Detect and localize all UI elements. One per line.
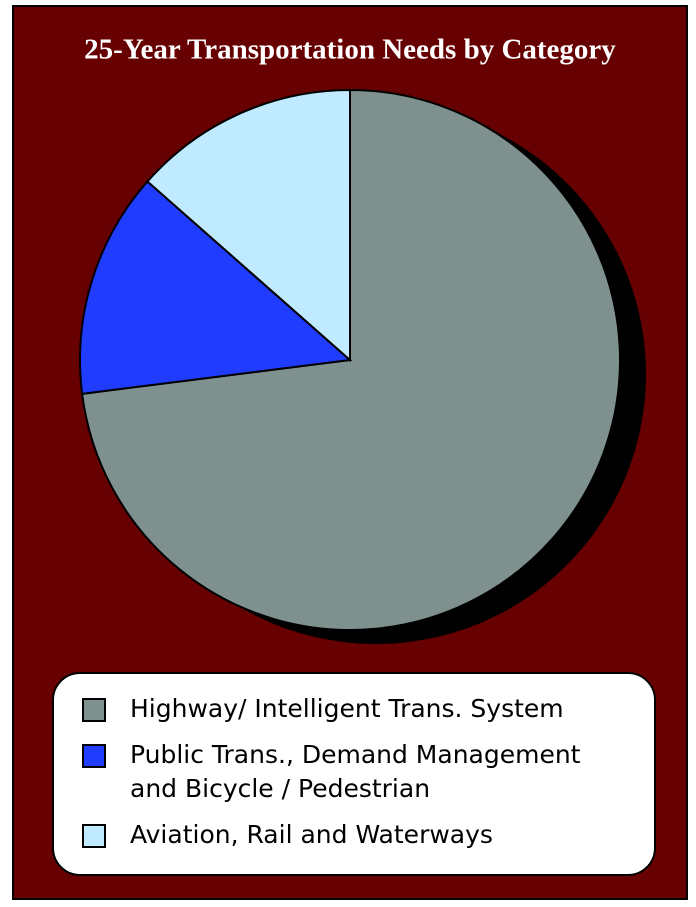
legend-swatch <box>82 698 106 722</box>
legend-item: Highway/ Intelligent Trans. System <box>82 692 654 726</box>
legend-swatch <box>82 744 106 768</box>
pie-slice <box>79 180 353 395</box>
legend: Highway/ Intelligent Trans. System Public… <box>52 672 656 876</box>
legend-label: Aviation, Rail and Waterways <box>130 820 493 849</box>
legend-item: Public Trans., Demand Management and Bic… <box>82 738 654 806</box>
legend-label: Highway/ Intelligent Trans. System <box>130 694 564 723</box>
chart-title: 25-Year Transportation Needs by Category <box>84 34 616 66</box>
legend-label: Public Trans., Demand Management and Bic… <box>130 740 581 803</box>
legend-item: Aviation, Rail and Waterways <box>82 818 654 852</box>
legend-swatch <box>82 824 106 848</box>
pie-slice <box>146 88 351 363</box>
